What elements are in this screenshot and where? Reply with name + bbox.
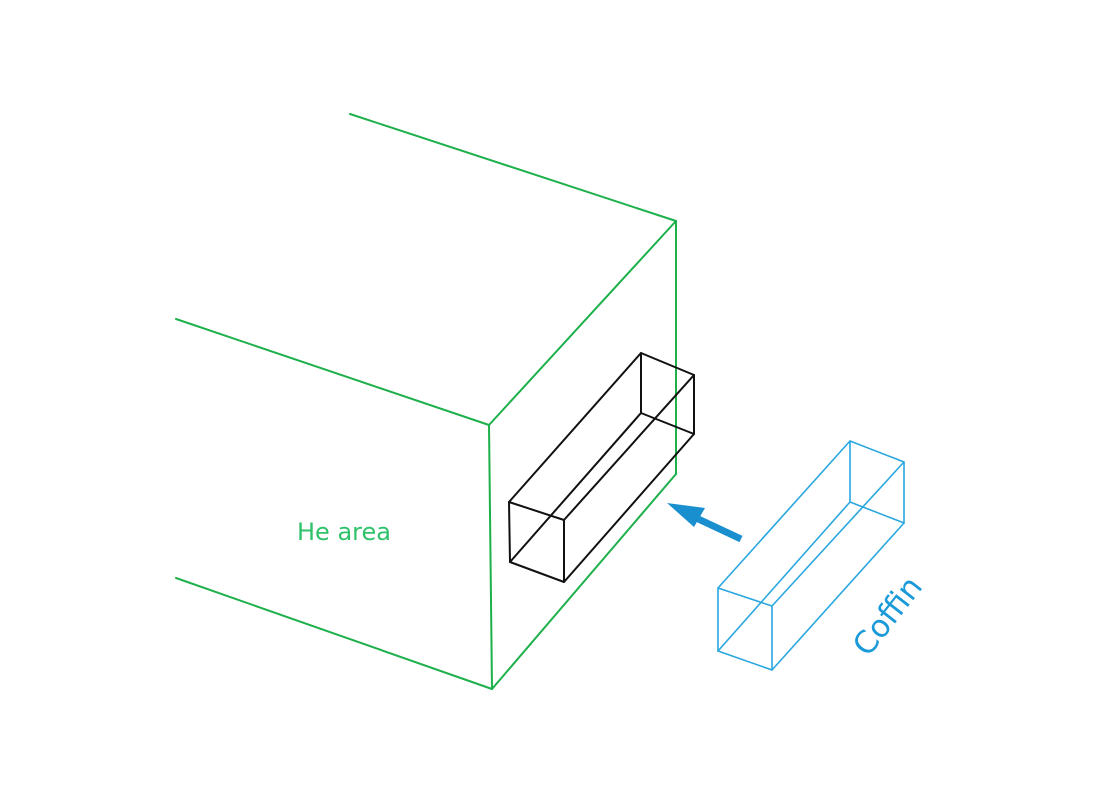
coffin-top-left-edge: [717, 440, 851, 589]
coffin-bottom-left-edge: [717, 501, 851, 652]
coffin-bottom-right-edge: [771, 522, 905, 671]
slot-back-face: [640, 352, 695, 435]
slot-bottom-right-edge: [563, 433, 695, 583]
arrow-head: [667, 503, 705, 527]
slot-bottom-left-edge: [509, 412, 642, 563]
he-area-front-vertical-edge: [488, 424, 493, 690]
he-area-box: [175, 113, 677, 690]
he-area-top-edge: [349, 113, 677, 222]
slot-top-left-edge: [508, 352, 642, 503]
slot-front-face: [508, 501, 565, 583]
coffin-label: Coffin: [846, 570, 930, 663]
he-area-bottom-edge: [175, 577, 493, 690]
slot-box: [508, 352, 695, 583]
he-area-middle-edge: [175, 318, 490, 426]
coffin-back-face: [849, 440, 905, 524]
he-area-top-diagonal-edge: [488, 220, 677, 426]
he-area-bottom-diagonal-edge: [491, 473, 677, 690]
arrow-shaft: [692, 513, 743, 543]
slot-top-right-edge: [563, 374, 695, 521]
coffin-top-right-edge: [771, 461, 905, 607]
coffin-box: [717, 440, 905, 671]
he-area-label: He area: [297, 518, 391, 546]
arrow-up-left-icon: [667, 503, 743, 543]
